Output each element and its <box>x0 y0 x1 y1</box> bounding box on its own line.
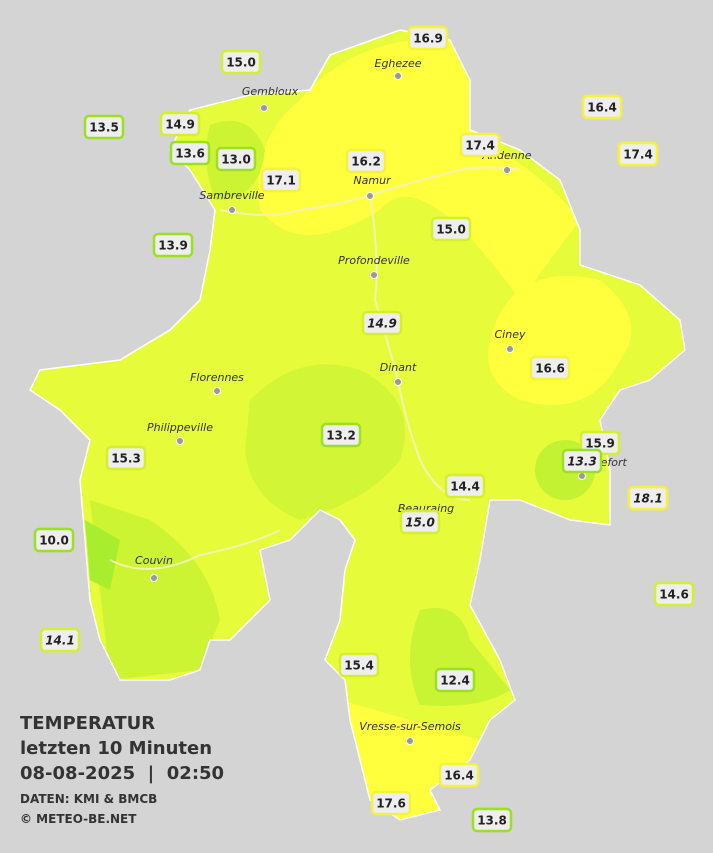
cities: EghezeeGemblouxAndenneNamurSambrevillePr… <box>135 57 627 745</box>
copyright: © METEO-BE.NET <box>20 812 137 826</box>
city-dot <box>366 192 374 200</box>
station-box <box>529 355 571 381</box>
city-name: Vresse-sur-Semois <box>359 720 461 733</box>
station-box <box>399 509 441 535</box>
city-dot <box>506 345 514 353</box>
station-value: 13.9 <box>158 239 188 253</box>
station-value: 13.3 <box>567 455 597 469</box>
station-box <box>438 762 480 788</box>
station-value: 15.3 <box>111 452 141 466</box>
city-dot <box>150 574 158 582</box>
station-box <box>345 148 387 174</box>
city-dot <box>260 104 268 112</box>
city-dot <box>176 437 184 445</box>
station-value: 14.6 <box>659 588 689 602</box>
stations: 16.9 15.0 16.4 13.5 14.9 13.6 13.0 16.2 17.4 17.4… <box>33 25 695 833</box>
station-value: 14.1 <box>45 634 75 648</box>
city-dot <box>394 378 402 386</box>
station-value: 10.0 <box>39 534 69 548</box>
city-dot <box>228 206 236 214</box>
city-name: Florennes <box>190 371 244 384</box>
station-value: 12.4 <box>440 674 470 688</box>
station-box <box>627 485 669 511</box>
station-box <box>430 216 472 242</box>
station-value: 14.4 <box>450 480 480 494</box>
station-box <box>561 448 603 474</box>
station-value: 14.9 <box>367 317 397 331</box>
city-name: Gembloux <box>242 85 299 98</box>
station-value: 15.0 <box>436 223 466 237</box>
city-name: Couvin <box>135 554 173 567</box>
station-value: 16.4 <box>444 769 474 783</box>
city-name: Dinant <box>380 361 417 374</box>
station-value: 13.8 <box>477 814 507 828</box>
city-dot <box>503 166 511 174</box>
station-value: 17.1 <box>266 174 296 188</box>
station-value: 13.2 <box>326 429 356 443</box>
station-box <box>215 146 257 172</box>
station-value: 13.0 <box>221 153 251 167</box>
station-box <box>434 667 476 693</box>
station-box <box>39 627 81 653</box>
station-box <box>444 473 486 499</box>
city-dot <box>394 72 402 80</box>
station-box <box>459 132 501 158</box>
city-name: Eghezee <box>375 57 422 70</box>
station-value: 17.4 <box>623 148 653 162</box>
station-value: 16.2 <box>351 155 381 169</box>
city-name: Sambreville <box>199 189 264 202</box>
station-box <box>617 141 659 167</box>
station-box <box>653 581 695 607</box>
station-value: 16.4 <box>587 101 617 115</box>
station-value: 15.4 <box>344 659 374 673</box>
station-value: 15.0 <box>405 516 435 530</box>
station-box <box>159 111 201 137</box>
station-box <box>338 652 380 678</box>
city-dot <box>406 737 414 745</box>
station-box <box>370 790 412 816</box>
station-value: 16.6 <box>535 362 565 376</box>
city-name: Namur <box>353 174 392 187</box>
station-box <box>169 140 211 166</box>
station-box <box>407 25 449 51</box>
city-name: Profondeville <box>338 254 410 267</box>
station-box <box>220 49 262 75</box>
title-line: 08-08-2025 | 02:50 <box>20 763 224 784</box>
station-box <box>581 94 623 120</box>
source: DATEN: KMI & BMCB <box>20 792 157 806</box>
station-box <box>471 807 513 833</box>
station-value: 17.4 <box>465 139 495 153</box>
station-value: 13.5 <box>89 121 119 135</box>
station-value: 15.0 <box>226 56 256 70</box>
station-box <box>152 232 194 258</box>
station-box <box>361 310 403 336</box>
station-value: 15.9 <box>585 437 615 451</box>
city-dot <box>213 387 221 395</box>
city-dot <box>578 472 586 480</box>
title-line: letzten 10 Minuten <box>20 738 212 759</box>
station-value: 18.1 <box>633 492 663 506</box>
title-line: TEMPERATUR <box>20 713 155 734</box>
city-name: Ciney <box>495 328 526 341</box>
city-name: Philippeville <box>147 421 213 434</box>
station-value: 17.6 <box>376 797 406 811</box>
station-box <box>33 527 75 553</box>
station-box <box>105 445 147 471</box>
station-value: 14.9 <box>165 118 195 132</box>
station-box <box>320 422 362 448</box>
city-dot <box>370 271 378 279</box>
station-box <box>83 114 125 140</box>
station-value: 13.6 <box>175 147 205 161</box>
station-value: 16.9 <box>413 32 443 46</box>
station-box <box>260 167 302 193</box>
